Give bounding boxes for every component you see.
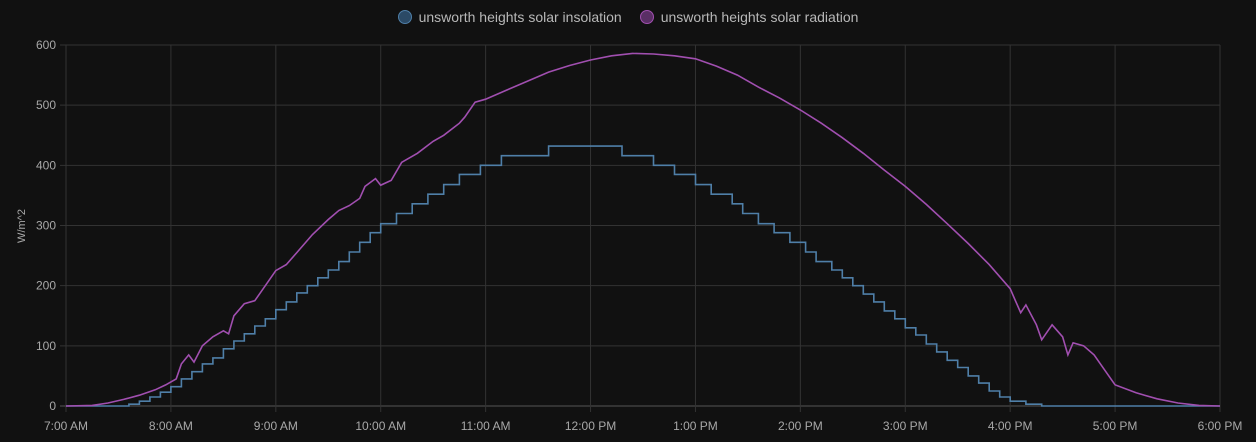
x-tick-label: 2:00 PM: [778, 419, 823, 433]
y-tick-label: 500: [36, 98, 56, 112]
x-axis-ticks: 7:00 AM 8:00 AM 9:00 AM 10:00 AM 11:00 AM 12:…: [44, 419, 1242, 433]
legend-swatch-radiation: [639, 10, 654, 24]
x-tick-label: 11:00 AM: [461, 419, 511, 433]
y-tick-label: 100: [36, 339, 56, 353]
x-tick-label: 4:00 PM: [988, 419, 1033, 433]
chart-legend: unsworth heights solar insolation unswor…: [0, 9, 1256, 25]
series-radiation-line: [65, 52, 1221, 407]
y-tick-label: 200: [36, 279, 56, 293]
x-tick-label: 1:00 PM: [673, 419, 718, 433]
series-insolation-line: [66, 145, 1220, 407]
y-axis-ticks: 0 100 200 300 400 500 600: [36, 38, 56, 413]
legend-label-insolation: unsworth heights solar insolation: [418, 9, 622, 25]
x-tick-label: 12:00 PM: [565, 419, 616, 433]
legend-item-insolation[interactable]: unsworth heights solar insolation: [397, 9, 622, 25]
legend-item-radiation[interactable]: unsworth heights solar radiation: [639, 9, 859, 25]
x-tick-label: 10:00 AM: [355, 419, 406, 433]
x-tick-label: 9:00 AM: [254, 419, 298, 433]
y-axis-label: W/m^2: [16, 209, 28, 243]
x-tick-label: 6:00 PM: [1198, 419, 1243, 433]
x-tick-label: 7:00 AM: [44, 419, 88, 433]
legend-label-radiation: unsworth heights solar radiation: [660, 9, 859, 25]
y-tick-label: 600: [36, 38, 56, 52]
legend-swatch-insolation: [397, 10, 412, 24]
x-tick-label: 5:00 PM: [1093, 419, 1138, 433]
y-tick-label: 0: [49, 399, 56, 413]
chart-grid: [60, 44, 1221, 412]
y-tick-label: 400: [36, 158, 56, 172]
y-tick-label: 300: [36, 219, 56, 233]
x-tick-label: 3:00 PM: [883, 419, 928, 433]
x-tick-label: 8:00 AM: [149, 419, 193, 433]
